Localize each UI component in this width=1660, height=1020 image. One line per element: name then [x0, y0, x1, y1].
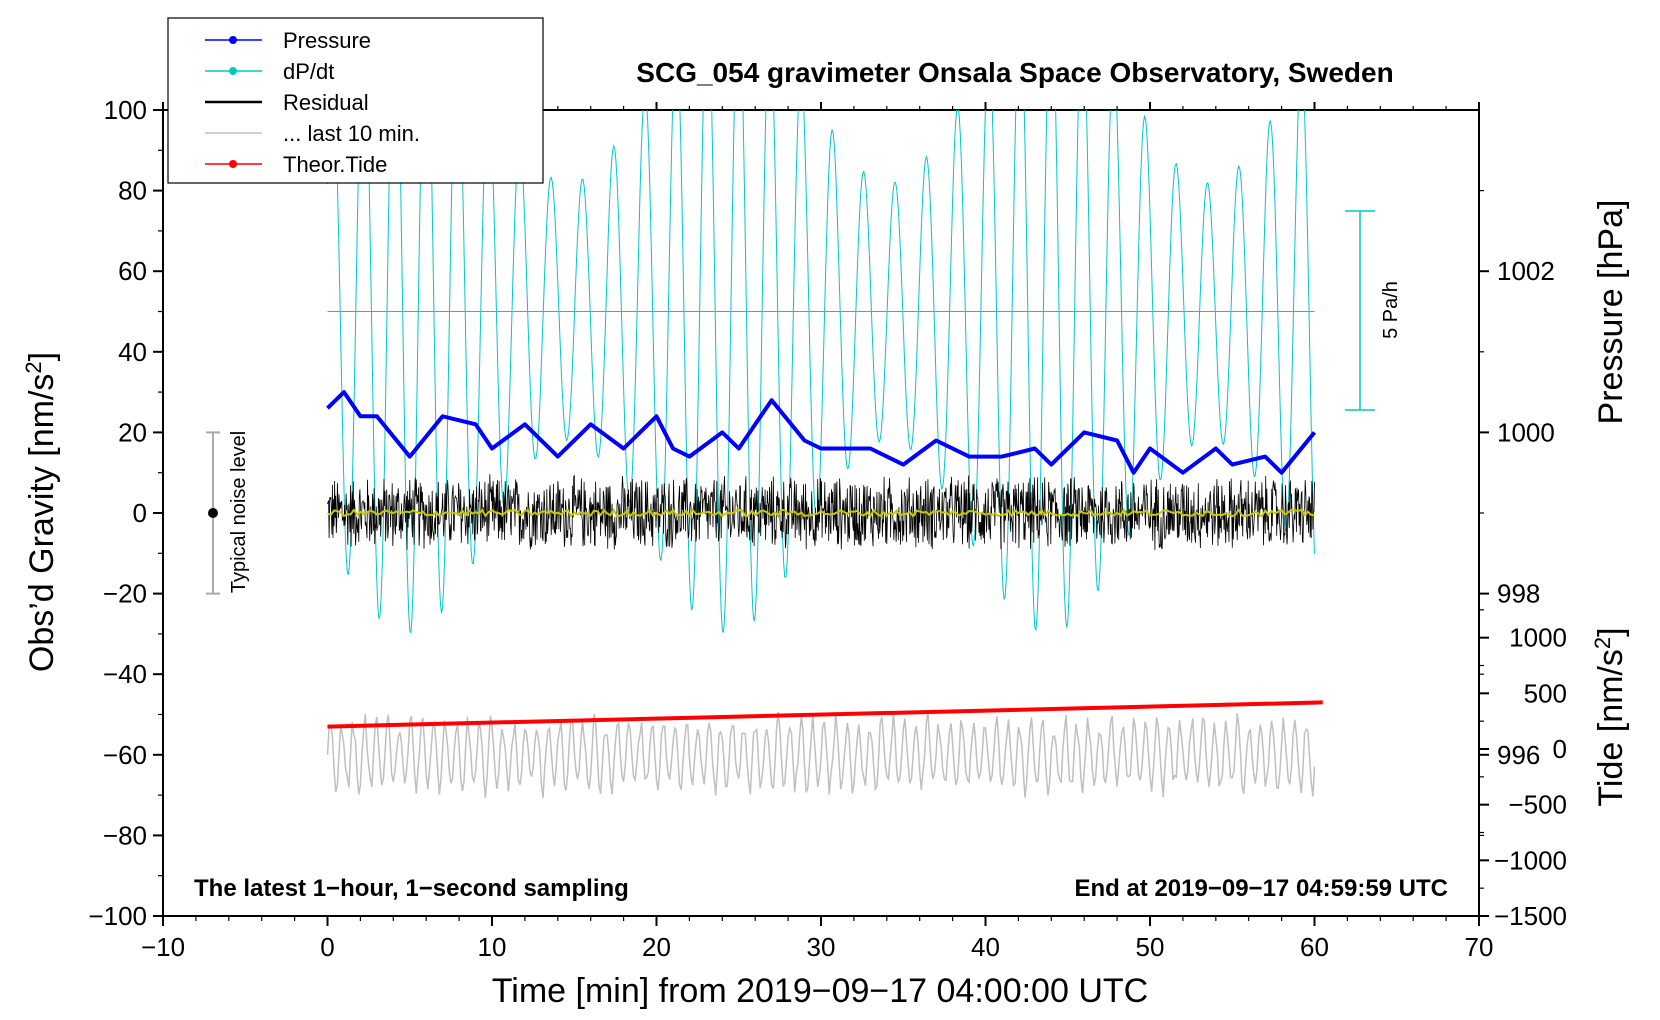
x-tick-label: 10	[478, 932, 507, 962]
axes-layer: −10 0 10 20 30 40 50 60 70100806040200−20−40−60−…	[88, 95, 1567, 962]
tide-tick-label: −500	[1508, 790, 1567, 820]
dpdt-scale-bar: 5 Pa/h	[1345, 210, 1402, 411]
y-axis-title-left-sup: 2	[21, 361, 46, 373]
x-tick-label: 50	[1136, 932, 1165, 962]
x-axis-title: Time [min] from 2019−09−17 04:00:00 UTC	[492, 972, 1148, 1010]
x-tick-label: 0	[320, 932, 334, 962]
x-tick-label: 30	[807, 932, 836, 962]
pressure-line	[326, 390, 1317, 475]
theor-tide-line	[327, 700, 1323, 729]
tide-axis-title-main: Tide [nm/s	[1592, 649, 1630, 806]
x-tick-label: 40	[971, 932, 1000, 962]
tide-tick-label: 500	[1524, 678, 1567, 708]
y-tick-label: 60	[118, 256, 147, 286]
chart-title: SCG_054 gravimeter Onsala Space Observat…	[636, 57, 1393, 88]
tide-tick-label: −1500	[1494, 901, 1567, 931]
noise-indicator: Typical noise level	[206, 431, 250, 595]
x-tick-label: 20	[642, 932, 671, 962]
pressure-tick-label: 1000	[1497, 417, 1555, 447]
sampling-annotation: The latest 1−hour, 1−second sampling	[194, 875, 629, 902]
residual-smoothed-line	[327, 507, 1315, 518]
pressure-tick-label: 1002	[1497, 256, 1555, 286]
y-axis-title-left-end: ]	[23, 352, 61, 361]
tide-axis-title-end: ]	[1592, 627, 1630, 636]
tide-axis-title-sup: 2	[1590, 637, 1615, 649]
pressure-axis-title: Pressure [hPa]	[1592, 200, 1630, 425]
tide-tick-label: 1000	[1509, 623, 1567, 653]
y-axis-title-left: Obs’d Gravity [nm/s2]	[21, 352, 61, 672]
x-tick-label: 70	[1465, 932, 1494, 962]
legend-label: ... last 10 min.	[283, 121, 420, 146]
legend: Pressure dP/dt Residual ... last 10 min. The…	[167, 17, 544, 184]
last-10-min-line	[326, 711, 1316, 799]
y-axis-title-left-main: Obs’d Gravity [nm/s	[23, 374, 61, 673]
x-tick-label: 60	[1300, 932, 1329, 962]
tide-tick-label: −1000	[1494, 845, 1567, 875]
pressure-tick-label: 998	[1497, 579, 1540, 609]
legend-label: dP/dt	[283, 59, 334, 84]
legend-label: Pressure	[283, 28, 371, 53]
legend-swatch-marker	[229, 160, 237, 168]
end-time-annotation: End at 2019−09−17 04:59:59 UTC	[1074, 875, 1448, 902]
y-tick-label: 20	[118, 417, 147, 447]
pressure-tick-label: 996	[1497, 740, 1540, 770]
y-tick-label: −20	[103, 579, 147, 609]
legend-swatch-marker	[229, 67, 237, 75]
y-tick-label: 100	[104, 95, 147, 125]
legend-label: Residual	[283, 90, 369, 115]
legend-label: Theor.Tide	[283, 152, 387, 177]
tide-tick-label: 0	[1553, 734, 1567, 764]
legend-swatch-marker	[229, 36, 237, 44]
tide-axis-title: Tide [nm/s2]	[1590, 627, 1630, 806]
x-tick-label: −10	[141, 932, 185, 962]
y-tick-label: −40	[103, 659, 147, 689]
y-tick-label: −80	[103, 820, 147, 850]
dpdt-scale-label: 5 Pa/h	[1380, 281, 1402, 339]
y-tick-label: 40	[118, 337, 147, 367]
noise-center-dot	[208, 508, 218, 518]
noise-label: Typical noise level	[228, 431, 250, 593]
y-tick-label: −100	[88, 901, 147, 931]
y-tick-label: −60	[103, 740, 147, 770]
y-tick-label: 0	[133, 498, 147, 528]
legend-box	[167, 17, 544, 184]
y-tick-label: 80	[118, 176, 147, 206]
